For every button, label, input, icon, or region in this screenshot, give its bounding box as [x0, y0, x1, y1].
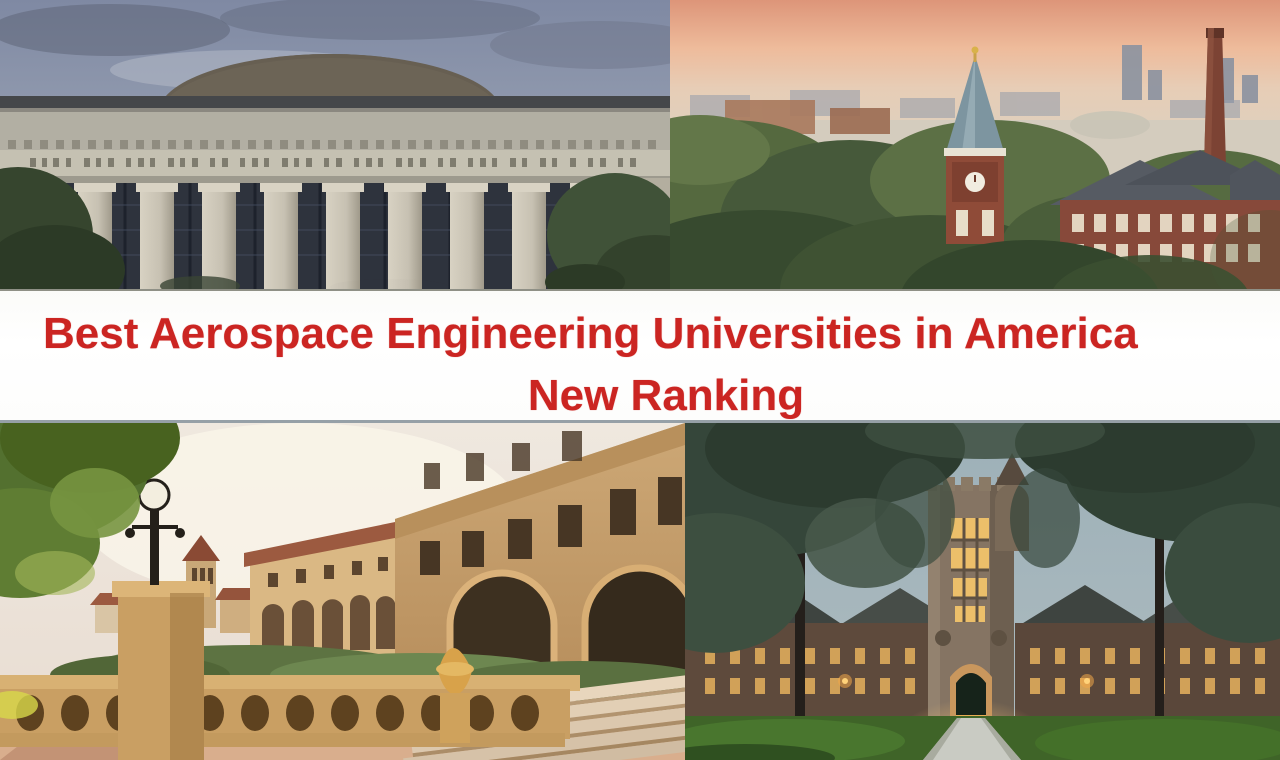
title-banner: Best Aerospace Engineering Universities …: [0, 289, 1280, 423]
classical-building-illustration: [0, 0, 670, 289]
sandstone-quad-illustration: [0, 423, 685, 760]
brick-clock-tower: [944, 46, 1006, 244]
banner-title-line2: New Ranking: [527, 371, 805, 420]
aerial-campus-illustration: [670, 0, 1280, 289]
lamp-post: [112, 478, 210, 760]
photo-sunset-aerial-campus: [670, 0, 1280, 289]
arch: [450, 573, 554, 675]
banner-title-line1: Best Aerospace Engineering Universities …: [43, 309, 1138, 358]
gothic-quad-illustration: [685, 423, 1280, 760]
cloud: [0, 4, 230, 56]
balustrade: [0, 675, 580, 747]
smokestack: [1204, 28, 1226, 165]
photo-gothic-tower-dusk: [685, 423, 1280, 760]
walkway-path: [923, 718, 1021, 760]
photo-sandstone-quad: [0, 423, 685, 760]
foliage: [0, 423, 180, 719]
arcade-building: [244, 521, 400, 661]
arched-hall: [395, 423, 685, 683]
gothic-tower: [911, 453, 1031, 760]
tree: [0, 167, 670, 289]
framing-trees: [685, 423, 1280, 718]
courtyard-lamps: [838, 674, 1094, 688]
photo-classical-dome-building: [0, 0, 670, 289]
stone-urn: [436, 648, 474, 743]
